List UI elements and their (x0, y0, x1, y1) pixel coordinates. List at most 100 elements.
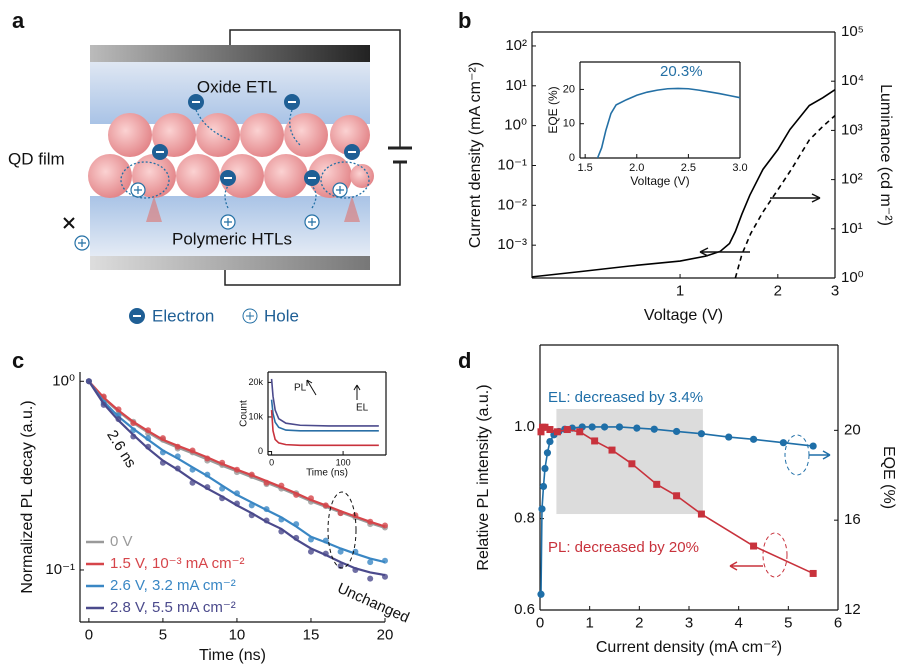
marker (382, 558, 388, 564)
panel-letter: a (12, 8, 25, 33)
y2-tick-label: 10⁰ (841, 269, 864, 286)
y-tick-label: 10² (505, 37, 527, 54)
marker (750, 436, 757, 443)
annotation-shape (785, 435, 809, 475)
y2-tick-label: 16 (844, 511, 861, 528)
marker (175, 444, 181, 450)
marker (308, 495, 314, 501)
marker (204, 455, 210, 461)
x-tick-label: 2 (774, 282, 782, 299)
marker (249, 472, 255, 478)
marker (651, 426, 658, 433)
etl-label: Oxide ETL (197, 77, 277, 96)
marker (190, 467, 196, 473)
annotation: PL: decreased by 20% (548, 539, 699, 556)
annotation: EL: decreased by 3.4% (548, 389, 703, 406)
y-tick-label: 0 (569, 152, 575, 164)
annotation: 20.3% (660, 63, 703, 80)
marker (278, 483, 284, 489)
y-tick-label: 10 (563, 118, 575, 130)
marker (698, 430, 705, 437)
y2-tick-label: 12 (844, 601, 861, 618)
marker (750, 543, 757, 550)
marker (175, 453, 181, 459)
marker (264, 480, 270, 486)
marker (367, 576, 373, 582)
x-axis-label: Voltage (V) (644, 307, 723, 324)
marker (130, 420, 136, 426)
marker (673, 492, 680, 499)
x-tick-label: 2.5 (681, 162, 696, 174)
marker (673, 428, 680, 435)
marker (367, 559, 373, 565)
marker (698, 511, 705, 518)
series-line (735, 116, 835, 278)
marker (278, 517, 284, 523)
y-tick-label: 10⁻¹ (45, 561, 75, 578)
y-tick-label: 10⁰ (52, 372, 75, 389)
blocked-mark (64, 218, 74, 228)
legend-hole: Hole (264, 306, 299, 325)
marker (541, 465, 548, 472)
x-tick-label: 5 (784, 614, 792, 631)
marker (589, 423, 596, 430)
marker (175, 465, 181, 471)
marker (204, 484, 210, 490)
x-tick-label: 3 (831, 282, 839, 299)
x-tick-label: 0 (85, 626, 93, 643)
annotation: Unchanged (335, 580, 412, 627)
x-tick-label: 2 (635, 614, 643, 631)
chart: 01234560.60.81.0121620Current density (m… (475, 345, 897, 656)
marker (130, 433, 136, 439)
y-tick-label: 10⁻³ (497, 236, 527, 253)
marker (323, 502, 329, 508)
y2-axis-label: Luminance (cd m⁻²) (877, 84, 894, 226)
marker (308, 549, 314, 555)
marker (160, 449, 166, 455)
y2-tick-label: 20 (844, 421, 861, 438)
x-tick-label: 6 (834, 614, 842, 631)
marker (546, 438, 553, 445)
marker (190, 447, 196, 453)
marker (810, 570, 817, 577)
marker (293, 521, 299, 527)
x-tick-label: 1 (676, 282, 684, 299)
marker (145, 435, 151, 441)
panel-letter: c (12, 348, 24, 373)
annotation-shape (763, 533, 787, 577)
annotation: EL (356, 403, 369, 414)
marker (564, 426, 571, 433)
annotation-shape (730, 562, 763, 570)
y2-axis-label: EQE (%) (880, 446, 897, 509)
y-axis-label: Relative PL intensity (a.u.) (475, 384, 492, 570)
marker (338, 549, 344, 555)
marker (234, 467, 240, 473)
marker (810, 442, 817, 449)
annotation-shape (770, 194, 820, 202)
marker (725, 433, 732, 440)
marker (609, 447, 616, 454)
marker (278, 528, 284, 534)
x-tick-label: 100 (336, 457, 351, 467)
marker (249, 512, 255, 518)
annotation-shape (328, 492, 356, 568)
legend-electron: Electron (152, 306, 214, 325)
x-tick-label: 15 (303, 626, 320, 643)
legend-label: 2.8 V, 5.5 mA cm⁻² (110, 599, 236, 616)
x-tick-label: 1 (585, 614, 593, 631)
marker (537, 591, 544, 598)
marker (601, 423, 608, 430)
legend-label: 0 V (110, 533, 133, 550)
marker (264, 506, 270, 512)
marker (293, 535, 299, 541)
y-tick-label: 20k (248, 377, 263, 387)
x-axis-label: Voltage (V) (630, 174, 689, 188)
marker (219, 486, 225, 492)
marker (540, 483, 547, 490)
figure: a b c d Oxide ETL QD (0, 0, 909, 667)
y-axis-label: EQE (%) (546, 86, 560, 133)
htl-label: Polymeric HTLs (172, 229, 292, 248)
marker (219, 495, 225, 501)
marker (204, 472, 210, 478)
